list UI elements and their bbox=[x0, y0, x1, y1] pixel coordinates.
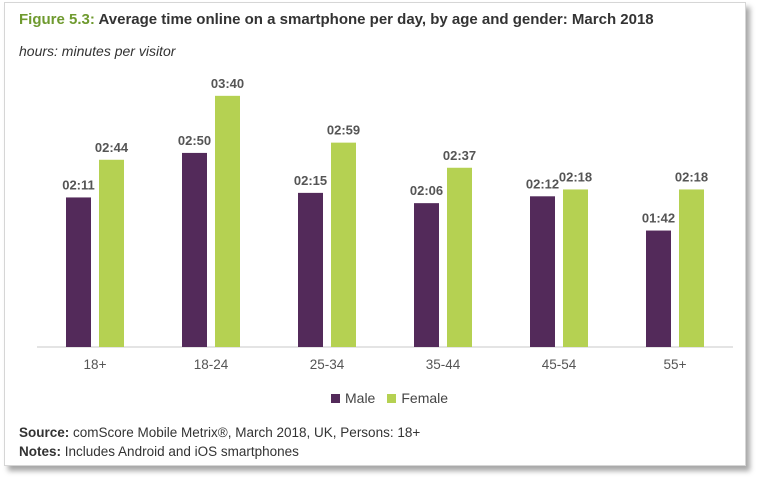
notes-text: Includes Android and iOS smartphones bbox=[61, 444, 299, 459]
chart-legend: Male Female bbox=[331, 390, 448, 406]
notes-line: Notes: Includes Android and iOS smartpho… bbox=[19, 442, 420, 461]
source-text: comScore Mobile Metrix®, March 2018, UK,… bbox=[69, 425, 421, 440]
legend-label-male: Male bbox=[345, 390, 376, 406]
bar-female-25-34 bbox=[331, 142, 356, 347]
bar-female-45-54 bbox=[563, 189, 588, 347]
figure-title: Figure 5.3: Average time online on a sma… bbox=[19, 11, 654, 28]
chart-subtitle: hours: minutes per visitor bbox=[19, 43, 176, 59]
data-label-female-25-34: 02:59 bbox=[327, 123, 360, 138]
data-label-female-35-44: 02:37 bbox=[443, 148, 476, 163]
figure-frame: Figure 5.3: Average time online on a sma… bbox=[4, 2, 746, 466]
bar-female-18-24 bbox=[215, 95, 240, 347]
bar-female-35-44 bbox=[447, 167, 472, 347]
legend-swatch-female bbox=[387, 393, 397, 403]
x-tick-label-55+: 55+ bbox=[664, 357, 687, 372]
bar-female-18+ bbox=[99, 159, 124, 347]
x-tick-label-35-44: 35-44 bbox=[426, 357, 461, 372]
x-tick-label-25-34: 25-34 bbox=[310, 357, 345, 372]
data-label-female-18+: 02:44 bbox=[95, 140, 129, 155]
bar-male-18+ bbox=[66, 197, 91, 347]
data-label-male-18+: 02:11 bbox=[62, 177, 95, 192]
bar-male-55+ bbox=[646, 230, 671, 347]
bar-chart: 02:11 02:44 18+ 02:50 03:40 18-24 02:15 02:59 25… bbox=[37, 76, 733, 372]
source-label: Source: bbox=[19, 425, 70, 440]
legend-label-female: Female bbox=[401, 390, 449, 406]
source-line: Source: comScore Mobile Metrix®, March 2… bbox=[19, 423, 420, 442]
data-label-male-35-44: 02:06 bbox=[410, 183, 443, 198]
data-label-male-45-54: 02:12 bbox=[526, 176, 559, 191]
data-label-male-25-34: 02:15 bbox=[294, 173, 327, 188]
figure-label: Figure 5.3: bbox=[19, 11, 95, 28]
x-tick-label-18-24: 18-24 bbox=[194, 357, 229, 372]
bar-male-35-44 bbox=[414, 203, 439, 347]
data-label-female-45-54: 02:18 bbox=[559, 169, 592, 184]
bar-male-45-54 bbox=[530, 196, 555, 347]
legend-item-male: Male bbox=[331, 390, 375, 406]
bar-male-25-34 bbox=[298, 192, 323, 347]
figure-title-text: Average time online on a smartphone per … bbox=[98, 11, 654, 28]
bar-female-55+ bbox=[679, 189, 704, 347]
x-tick-label-45-54: 45-54 bbox=[542, 357, 577, 372]
data-label-male-55+: 01:42 bbox=[642, 211, 675, 226]
legend-swatch-male bbox=[331, 393, 340, 403]
notes-label: Notes: bbox=[19, 444, 62, 459]
bar-male-18-24 bbox=[182, 152, 207, 347]
data-label-female-55+: 02:18 bbox=[675, 169, 708, 184]
source-notes: Source: comScore Mobile Metrix®, March 2… bbox=[19, 423, 420, 461]
legend-item-female: Female bbox=[387, 390, 448, 406]
data-label-male-18-24: 02:50 bbox=[178, 133, 211, 148]
data-label-female-18-24: 03:40 bbox=[211, 76, 244, 91]
x-tick-label-18+: 18+ bbox=[84, 357, 107, 372]
